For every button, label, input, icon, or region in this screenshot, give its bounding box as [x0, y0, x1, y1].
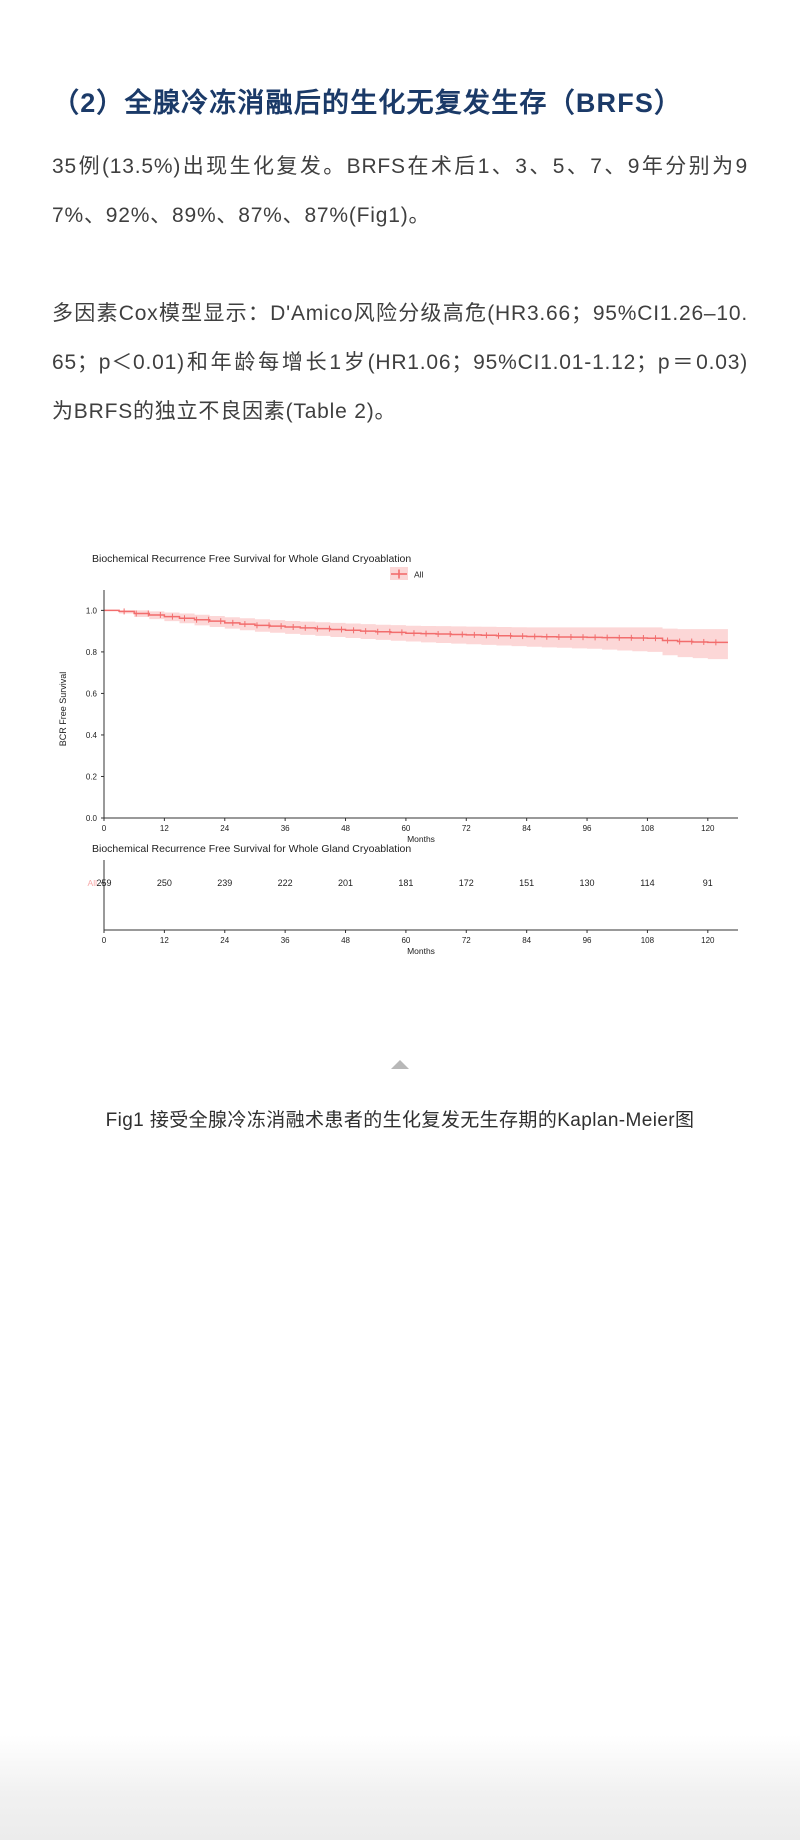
triangle-up-icon[interactable]: [391, 1059, 409, 1069]
svg-text:96: 96: [583, 824, 592, 833]
svg-text:0.2: 0.2: [86, 772, 98, 781]
svg-text:120: 120: [701, 824, 715, 833]
svg-text:259: 259: [96, 878, 111, 888]
svg-text:Months: Months: [407, 946, 435, 956]
svg-text:BCR Free Survival: BCR Free Survival: [58, 672, 68, 747]
svg-text:239: 239: [217, 878, 232, 888]
svg-text:91: 91: [703, 878, 713, 888]
svg-text:72: 72: [462, 936, 471, 945]
svg-text:250: 250: [157, 878, 172, 888]
svg-text:151: 151: [519, 878, 534, 888]
svg-text:181: 181: [398, 878, 413, 888]
paragraph-brfs-rates: 35例(13.5%)出现生化复发。BRFS在术后1、3、5、7、9年分别为97%…: [52, 155, 748, 227]
svg-text:12: 12: [160, 824, 169, 833]
svg-text:130: 130: [580, 878, 595, 888]
svg-text:12: 12: [160, 936, 169, 945]
svg-text:222: 222: [278, 878, 293, 888]
kaplan-meier-figure: Biochemical Recurrence Free Survival for…: [52, 546, 748, 966]
svg-text:108: 108: [641, 936, 655, 945]
svg-text:Biochemical Recurrence Free Su: Biochemical Recurrence Free Survival for…: [92, 843, 411, 855]
svg-text:60: 60: [401, 936, 410, 945]
svg-text:114: 114: [640, 878, 654, 888]
svg-text:All: All: [88, 878, 98, 888]
svg-text:0.0: 0.0: [86, 814, 98, 823]
svg-text:Biochemical Recurrence Free Su: Biochemical Recurrence Free Survival for…: [92, 553, 411, 565]
svg-text:96: 96: [583, 936, 592, 945]
svg-text:0.6: 0.6: [86, 689, 98, 698]
svg-text:108: 108: [641, 824, 655, 833]
svg-text:24: 24: [220, 936, 229, 945]
svg-text:60: 60: [401, 824, 410, 833]
svg-text:0: 0: [102, 936, 107, 945]
svg-text:48: 48: [341, 824, 350, 833]
svg-text:120: 120: [701, 936, 715, 945]
svg-text:172: 172: [459, 878, 474, 888]
bottom-gradient-band: [0, 1735, 800, 1840]
figure-block: Biochemical Recurrence Free Survival for…: [0, 546, 800, 966]
article-body: （2）全腺冷冻消融后的生化无复发生存（BRFS） 35例(13.5%)出现生化复…: [0, 0, 800, 436]
svg-text:84: 84: [522, 936, 531, 945]
paragraph-cox-model: 多因素Cox模型显示：D'Amico风险分级高危(HR3.66；95%CI1.2…: [52, 302, 748, 423]
page-title: （2）全腺冷冻消融后的生化无复发生存（BRFS）: [52, 88, 683, 118]
svg-text:36: 36: [281, 824, 290, 833]
svg-text:24: 24: [220, 824, 229, 833]
svg-text:0.8: 0.8: [86, 648, 98, 657]
svg-text:36: 36: [281, 936, 290, 945]
figure-caption: Fig1 接受全腺冷冻消融术患者的生化复发无生存期的Kaplan-Meier图: [105, 1110, 695, 1131]
svg-text:1.0: 1.0: [86, 606, 98, 615]
kaplan-meier-chart: Biochemical Recurrence Free Survival for…: [58, 553, 738, 956]
svg-text:48: 48: [341, 936, 350, 945]
svg-text:84: 84: [522, 824, 531, 833]
svg-text:72: 72: [462, 824, 471, 833]
svg-text:201: 201: [338, 878, 353, 888]
svg-text:Months: Months: [407, 834, 435, 844]
svg-text:All: All: [414, 570, 424, 580]
svg-text:0: 0: [102, 824, 107, 833]
svg-text:0.4: 0.4: [86, 731, 98, 740]
collapse-control[interactable]: [0, 1044, 800, 1084]
